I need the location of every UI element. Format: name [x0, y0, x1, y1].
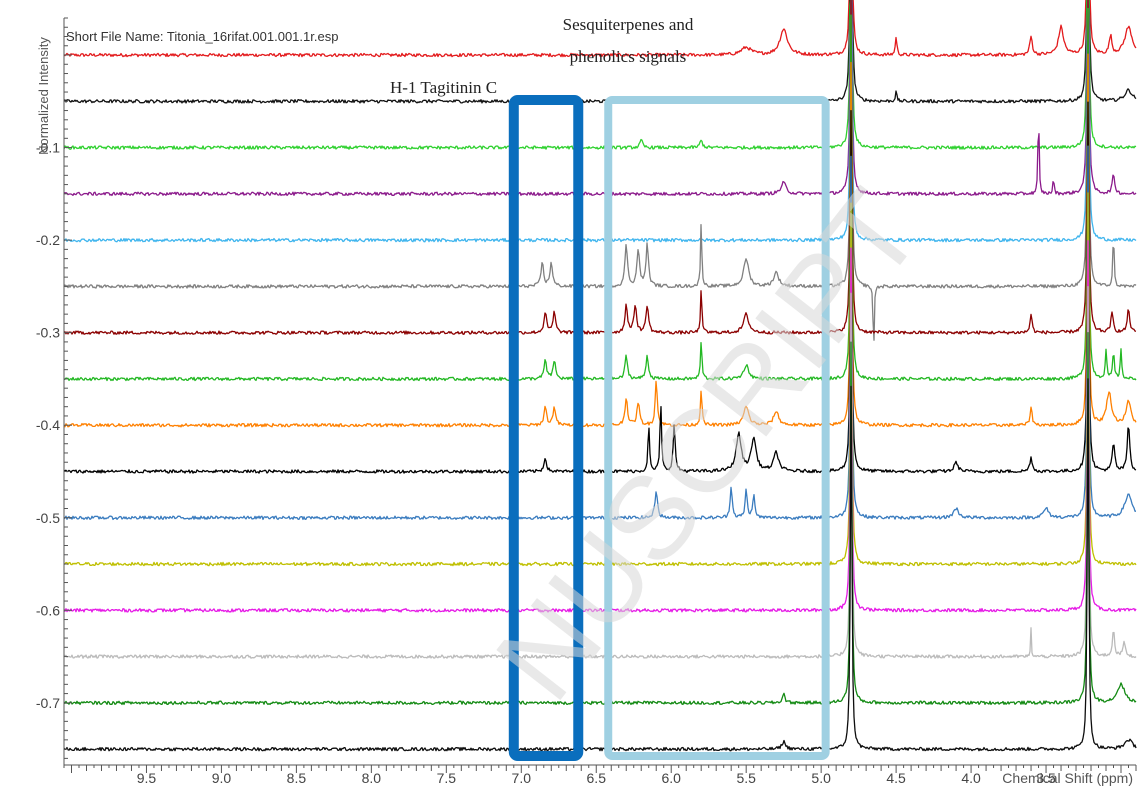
y-tick-label: -0.4	[36, 417, 60, 433]
spectrum-trace-7	[63, 0, 1137, 335]
spectrum-trace-2	[63, 0, 1137, 104]
spectrum-trace-13	[63, 240, 1137, 613]
x-tick-label: 4.5	[886, 770, 906, 786]
spectrum-trace-4	[63, 0, 1137, 197]
spectrum-trace-1	[63, 0, 1137, 58]
x-tick-label: 7.5	[437, 770, 457, 786]
x-tick-label: 3.5	[1036, 770, 1056, 786]
x-tick-label: 9.0	[212, 770, 232, 786]
y-axis-title: Normalized Intensity	[36, 37, 51, 155]
y-tick-label: -0.3	[36, 325, 60, 341]
x-tick-label: 4.0	[961, 770, 981, 786]
x-axis-title: Chemical Shift (ppm)	[1002, 770, 1133, 786]
highlight-boxes	[508, 95, 830, 761]
watermark: NUSCRIPT	[471, 167, 946, 724]
sesquiterpenes-annotation-line-1: Sesquiterpenes and	[563, 15, 694, 34]
spectrum-trace-9	[63, 53, 1137, 428]
spectrum-trace-8	[63, 7, 1137, 382]
spectrum-trace-5	[63, 0, 1137, 243]
spectrum-trace-10	[63, 101, 1137, 474]
x-tick-label: 8.5	[287, 770, 307, 786]
y-tick-label: -0.2	[36, 232, 60, 248]
x-tick-label: 6.0	[661, 770, 681, 786]
y-tick-label: -0.1	[36, 140, 60, 156]
y-tick-label: -0.7	[36, 695, 60, 711]
x-tick-label: 5.0	[811, 770, 831, 786]
spectrum-trace-16	[63, 378, 1137, 752]
x-tick-label: 8.0	[362, 770, 382, 786]
file-name-label: Short File Name: Titonia_16rifat.001.001…	[66, 29, 338, 44]
spectrum-trace-6	[63, 0, 1137, 341]
tagitinin-annotation: H-1 Tagitinin C	[390, 78, 497, 97]
x-tick-label: 9.5	[137, 770, 157, 786]
tagitinin-highlight-box	[508, 95, 584, 761]
spectrum-trace-14	[63, 286, 1137, 659]
spectrum-trace-3	[63, 0, 1137, 150]
spectrum-trace-12	[63, 192, 1137, 567]
x-tick-label: 7.0	[512, 770, 532, 786]
y-tick-label: -0.6	[36, 602, 60, 618]
y-tick-label: -0.5	[36, 510, 60, 526]
spectrum-trace-15	[63, 332, 1137, 706]
axes-group: -0.1 -0.2 -0.3 -0.4 -0.5 -0.6 -0.7 9.5 9.0 8.5 8.0…	[36, 17, 1137, 786]
spectrum-trace-11	[63, 145, 1136, 521]
sesquiterpenes-annotation-line-2: phenolics signals	[570, 47, 687, 66]
x-tick-label: 5.5	[736, 770, 756, 786]
x-tick-label: 6.5	[587, 770, 607, 786]
spectra-group	[63, 0, 1137, 752]
sesquiterpenes-highlight-box	[604, 96, 830, 760]
